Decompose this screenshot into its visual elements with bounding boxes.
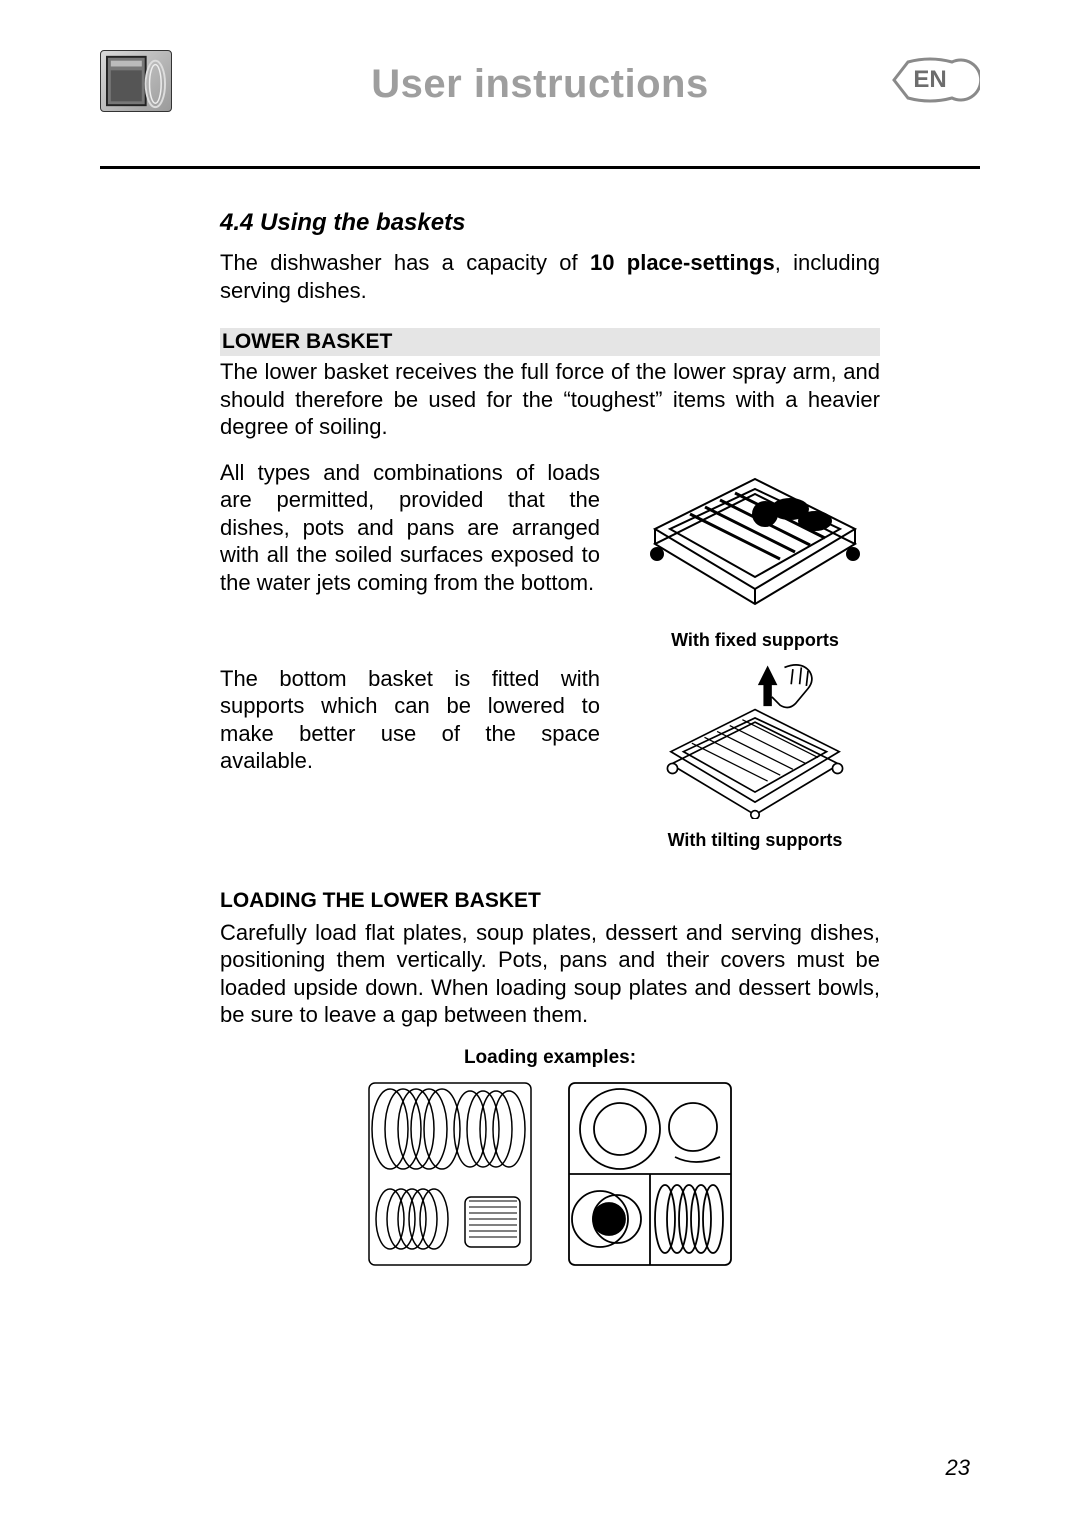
tilting-supports-figure: With tilting supports <box>630 659 880 851</box>
header-title: User instructions <box>100 50 980 107</box>
page-header: User instructions EN <box>100 50 980 130</box>
lower-basket-p1: The lower basket receives the full force… <box>220 358 880 441</box>
product-logo-icon <box>100 50 172 112</box>
loading-examples-label: Loading examples: <box>220 1047 880 1069</box>
caption-tilting: With tilting supports <box>630 830 880 851</box>
lower-basket-heading: LOWER BASKET <box>220 328 880 356</box>
loading-examples-figures <box>220 1079 880 1269</box>
intro-pre: The dishwasher has a capacity of <box>220 250 590 275</box>
lower-basket-p3: The bottom basket is fitted with support… <box>220 659 600 851</box>
basket-fixed-icon <box>640 459 870 619</box>
language-code: EN <box>880 66 980 94</box>
intro-paragraph: The dishwasher has a capacity of 10 plac… <box>220 249 880 304</box>
fixed-supports-figure: With fixed supports <box>630 459 880 651</box>
basket-tilting-icon <box>640 659 870 819</box>
loading-heading: LOADING THE LOWER BASKET <box>220 889 880 913</box>
section-title: 4.4 Using the baskets <box>220 209 880 237</box>
row-tilting-supports: The bottom basket is fitted with support… <box>220 659 880 851</box>
loading-example-1-icon <box>365 1079 535 1269</box>
page-container: User instructions EN 4.4 Using the baske… <box>0 0 1080 1529</box>
caption-fixed: With fixed supports <box>630 630 880 651</box>
lower-basket-p2: All types and combinations of loads are … <box>220 459 600 651</box>
intro-bold: 10 place-settings <box>590 250 775 275</box>
loading-paragraph: Carefully load flat plates, soup plates,… <box>220 919 880 1029</box>
content-area: 4.4 Using the baskets The dishwasher has… <box>100 169 880 1269</box>
row-fixed-supports: All types and combinations of loads are … <box>220 459 880 651</box>
page-number: 23 <box>946 1455 970 1481</box>
loading-example-2-icon <box>565 1079 735 1269</box>
language-badge: EN <box>880 56 980 104</box>
